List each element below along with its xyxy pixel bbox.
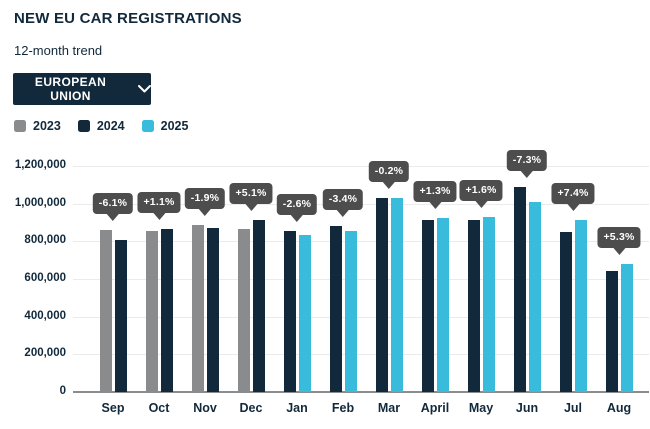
- bubble-pointer: [383, 181, 395, 189]
- legend-swatch-2024: [77, 120, 90, 132]
- bar-2024-dec[interactable]: [252, 220, 265, 392]
- y-axis-tick-label: 0: [59, 385, 66, 397]
- bar-2024-april[interactable]: [421, 219, 434, 392]
- bubble-pointer: [521, 170, 533, 178]
- bubble-pointer: [199, 208, 211, 216]
- chart-legend: 2023 2024 2025: [14, 119, 188, 133]
- bar-2024-aug[interactable]: [605, 270, 618, 392]
- y-axis-tick-label: 200,000: [24, 347, 66, 360]
- region-dropdown[interactable]: EUROPEAN UNION: [13, 73, 151, 105]
- x-label-dec: Dec: [239, 401, 263, 415]
- change-label-bubble-may: +1.6%: [459, 180, 503, 209]
- x-label-april: April: [420, 401, 450, 415]
- bar-2025-jun[interactable]: [528, 201, 541, 392]
- bar-2024-jul[interactable]: [559, 231, 572, 392]
- legend-swatch-2025: [141, 120, 154, 132]
- change-label-bubble-jan: -2.6%: [276, 194, 318, 223]
- bubble-pointer: [244, 204, 257, 212]
- bubble-pointer: [566, 203, 579, 211]
- page-title: NEW EU CAR REGISTRATIONS: [14, 10, 242, 27]
- change-label-bubble-jun: -7.3%: [506, 149, 548, 178]
- x-label-sep: Sep: [101, 401, 125, 415]
- x-axis-line: [73, 391, 649, 393]
- bubble-pointer: [152, 212, 165, 220]
- x-label-may: May: [468, 401, 494, 415]
- legend-item-2024[interactable]: 2024: [77, 119, 125, 133]
- y-axis-tick-label: 1,000,000: [14, 196, 66, 209]
- change-label-bubble-oct: +1.1%: [137, 191, 181, 220]
- x-label-aug: Aug: [606, 401, 632, 415]
- change-label-bubble-aug: +5.3%: [597, 227, 641, 256]
- x-label-oct: Oct: [148, 401, 170, 415]
- change-label-bubble-feb: -3.4%: [322, 188, 364, 217]
- bar-2023-sep[interactable]: [99, 229, 112, 392]
- y-axis-tick-label: 400,000: [24, 309, 66, 322]
- y-axis-tick-label: 600,000: [24, 272, 66, 284]
- x-label-jan: Jan: [286, 401, 308, 415]
- bar-2024-jun[interactable]: [513, 186, 526, 392]
- bubble-pointer: [337, 209, 349, 217]
- x-label-mar: Mar: [377, 401, 401, 415]
- bubble-pointer: [612, 248, 625, 256]
- bar-2024-may[interactable]: [467, 220, 480, 392]
- change-label-bubble-sep: -6.1%: [92, 192, 134, 221]
- legend-label: 2024: [96, 119, 125, 133]
- bar-2023-oct[interactable]: [145, 230, 158, 392]
- x-label-jul: Jul: [563, 401, 583, 415]
- bubble-pointer: [107, 213, 119, 221]
- bar-2025-jul[interactable]: [574, 219, 587, 392]
- gridline: [73, 166, 649, 167]
- legend-label: 2023: [33, 119, 61, 133]
- bar-2023-nov[interactable]: [191, 224, 204, 392]
- change-label-bubble-mar: -0.2%: [368, 160, 410, 189]
- x-label-jun: Jun: [515, 401, 539, 415]
- gridline: [73, 279, 649, 280]
- region-dropdown-label: EUROPEAN UNION: [34, 75, 107, 103]
- bar-2024-nov[interactable]: [206, 228, 219, 392]
- bubble-pointer: [428, 201, 441, 209]
- change-label-bubble-april: +1.3%: [413, 180, 457, 209]
- bar-2024-feb[interactable]: [329, 225, 342, 392]
- bar-2024-oct[interactable]: [160, 228, 173, 392]
- gridline: [73, 316, 649, 318]
- y-axis-tick-label: 800,000: [24, 234, 66, 247]
- gridline: [73, 241, 649, 243]
- x-label-nov: Nov: [193, 401, 217, 415]
- legend-item-2023[interactable]: 2023: [14, 119, 61, 133]
- change-label-bubble-nov: -1.9%: [184, 187, 226, 216]
- bar-2025-mar[interactable]: [390, 198, 403, 392]
- chevron-down-icon: [138, 85, 151, 93]
- x-label-feb: Feb: [331, 401, 355, 415]
- y-axis-tick-label: 1,200,000: [14, 159, 66, 171]
- bar-2025-april[interactable]: [436, 217, 449, 392]
- change-label-bubble-dec: +5.1%: [229, 183, 273, 212]
- legend-label: 2025: [160, 119, 189, 133]
- bubble-pointer: [291, 215, 303, 223]
- legend-item-2025[interactable]: 2025: [141, 119, 189, 133]
- bubble-pointer: [474, 201, 487, 209]
- bar-2025-feb[interactable]: [344, 231, 357, 392]
- bar-2024-mar[interactable]: [375, 197, 388, 392]
- gridline: [73, 354, 649, 356]
- bar-2025-aug[interactable]: [620, 264, 633, 392]
- bar-2025-may[interactable]: [482, 217, 495, 392]
- bar-2025-jan[interactable]: [298, 235, 311, 392]
- bar-2024-jan[interactable]: [283, 231, 296, 392]
- change-label-bubble-jul: +7.4%: [551, 182, 595, 211]
- bar-2024-sep[interactable]: [114, 239, 127, 392]
- chart-subtitle: 12-month trend: [14, 43, 103, 58]
- legend-swatch-2023: [14, 120, 26, 132]
- bar-2023-dec[interactable]: [237, 228, 250, 392]
